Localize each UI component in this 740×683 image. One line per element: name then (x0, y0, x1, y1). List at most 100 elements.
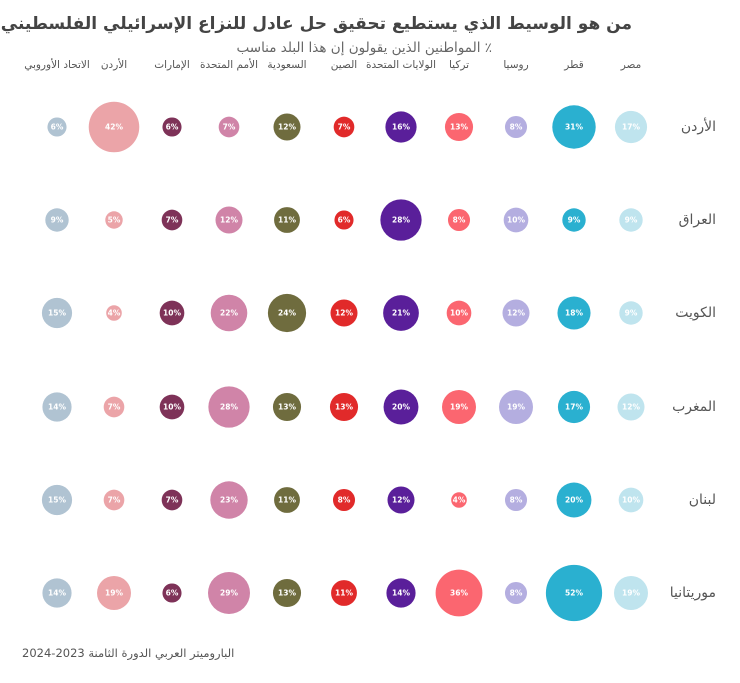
bubble (274, 487, 300, 513)
bubble-value-label: 11% (335, 589, 353, 598)
bubble-value-label: 8% (510, 123, 523, 132)
row-label: لبنان (688, 492, 716, 508)
bubble-value-label: 21% (392, 309, 410, 318)
bubble-value-label: 15% (48, 309, 66, 318)
bubble (447, 208, 471, 232)
bubble (562, 208, 586, 232)
bubble (273, 113, 301, 141)
bubble (41, 484, 73, 516)
bubble (103, 489, 125, 511)
bubble-value-label: 42% (105, 123, 123, 132)
column-label: مصر (620, 59, 642, 71)
bubble (41, 297, 73, 329)
bubble (557, 296, 591, 330)
bubble (42, 578, 72, 608)
bubble-value-label: 7% (166, 496, 179, 505)
bubble (42, 392, 72, 422)
column-label: الأمم المتحدة (199, 59, 259, 71)
bubble-value-label: 7% (223, 123, 236, 132)
bubble-value-label: 12% (392, 496, 410, 505)
bubble (334, 210, 354, 230)
bubble-value-label: 14% (48, 403, 66, 412)
bubble (210, 481, 248, 519)
bubble-value-label: 9% (51, 216, 64, 225)
bubble (106, 305, 122, 321)
bubble-value-label: 24% (278, 309, 296, 318)
column-label: تركيا (448, 59, 470, 71)
bubble-value-label: 17% (622, 123, 640, 132)
bubble-value-label: 13% (278, 403, 296, 412)
source-note: الباروميتر العربي الدورة الثامنة 2023-20… (22, 646, 235, 660)
bubble (333, 116, 355, 138)
bubble (162, 583, 182, 603)
bubble-value-label: 12% (278, 123, 296, 132)
bubble-value-label: 10% (163, 309, 181, 318)
bubble-value-label: 5% (108, 216, 121, 225)
bubble-value-label: 12% (220, 216, 238, 225)
bubble (618, 487, 644, 513)
bubble-value-label: 10% (507, 216, 525, 225)
bubble (617, 393, 645, 421)
row-label: الأردن (680, 119, 716, 135)
bubble (545, 564, 603, 622)
bubble (503, 207, 529, 233)
row-label: العراق (678, 212, 716, 228)
bubble-value-label: 6% (166, 589, 179, 598)
bubble-value-label: 6% (338, 216, 351, 225)
bubble-value-label: 14% (48, 589, 66, 598)
bubble (504, 488, 528, 512)
bubble (332, 488, 356, 512)
bubble (444, 112, 474, 142)
bubble (159, 394, 185, 420)
bubble (274, 207, 300, 233)
bubble-value-label: 7% (108, 403, 121, 412)
bubble-value-label: 12% (622, 403, 640, 412)
bubble (502, 299, 530, 327)
column-label: الولايات المتحدة (365, 59, 437, 71)
bubble-value-label: 9% (625, 309, 638, 318)
bubble-value-label: 7% (166, 216, 179, 225)
bubble (208, 572, 250, 614)
bubble-value-label: 7% (338, 123, 351, 132)
bubble-value-label: 8% (338, 496, 351, 505)
bubble (88, 101, 140, 153)
bubble (383, 295, 419, 331)
bubble (557, 390, 591, 424)
bubble (105, 211, 123, 229)
bubble-value-label: 4% (108, 309, 121, 318)
bubble-value-label: 20% (565, 496, 583, 505)
bubble (442, 390, 476, 424)
bubble-value-label: 13% (335, 403, 353, 412)
bubble-value-label: 31% (565, 123, 583, 132)
bubble-value-label: 22% (220, 309, 238, 318)
bubble (162, 117, 182, 137)
bubble (161, 209, 183, 231)
column-label: الصين (330, 59, 358, 71)
row-label: المغرب (672, 399, 716, 415)
column-label: قطر (564, 59, 584, 71)
bubble (499, 390, 533, 424)
bubble (329, 392, 359, 422)
bubble (451, 492, 467, 508)
bubble (504, 115, 528, 139)
bubble-value-label: 14% (392, 589, 410, 598)
bubble-value-label: 13% (278, 589, 296, 598)
bubble (45, 208, 69, 232)
bubble (614, 110, 648, 144)
bubble-value-label: 15% (48, 496, 66, 505)
bubble (380, 199, 422, 241)
bubble-value-label: 6% (51, 123, 64, 132)
bubble (331, 580, 357, 606)
bubble-value-label: 9% (625, 216, 638, 225)
row-label: الكويت (675, 305, 716, 321)
bubble-value-label: 10% (622, 496, 640, 505)
bubble-value-label: 8% (510, 589, 523, 598)
bubble-value-label: 28% (392, 216, 410, 225)
bubble (97, 576, 131, 610)
bubble-value-label: 8% (510, 496, 523, 505)
bubble-value-label: 36% (450, 589, 468, 598)
chart-subtitle: ٪ المواطنين الذين يقولون إن هذا البلد من… (236, 40, 493, 56)
bubble-value-label: 12% (507, 309, 525, 318)
